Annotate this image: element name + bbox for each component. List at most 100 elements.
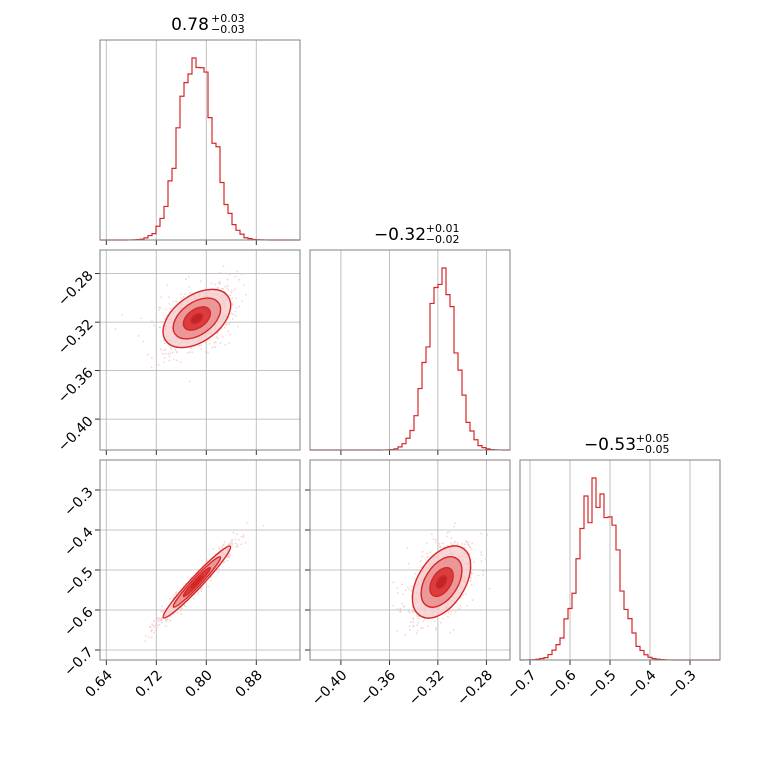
scatter-point bbox=[172, 358, 175, 361]
scatter-point bbox=[234, 542, 237, 545]
scatter-point bbox=[169, 352, 172, 355]
scatter-point bbox=[226, 278, 229, 281]
scatter-point bbox=[262, 524, 265, 527]
scatter-point bbox=[174, 348, 177, 351]
y-tick-label: −0.6 bbox=[61, 604, 96, 639]
scatter-point bbox=[221, 546, 224, 549]
scatter-point bbox=[230, 312, 233, 315]
scatter-point bbox=[188, 351, 191, 354]
scatter-point bbox=[244, 541, 247, 544]
scatter-point bbox=[431, 533, 433, 536]
scatter-point bbox=[169, 346, 172, 349]
scatter-point bbox=[207, 585, 210, 588]
x-tick-label: −0.36 bbox=[357, 667, 399, 709]
scatter-point bbox=[467, 541, 470, 544]
scatter-point bbox=[432, 538, 435, 541]
scatter-point bbox=[228, 294, 231, 297]
x-tick-label: 0.88 bbox=[233, 667, 266, 700]
scatter-point bbox=[228, 543, 231, 546]
scatter-point bbox=[162, 361, 165, 364]
scatter-point bbox=[466, 543, 469, 546]
scatter-point bbox=[163, 356, 166, 359]
scatter-point bbox=[189, 292, 192, 294]
scatter-point bbox=[152, 624, 154, 627]
scatter-point bbox=[150, 366, 153, 369]
scatter-point bbox=[155, 625, 157, 627]
scatter-point bbox=[469, 579, 472, 582]
scatter-point bbox=[155, 339, 157, 341]
scatter-point bbox=[228, 342, 231, 344]
histogram-step-line bbox=[310, 267, 511, 451]
scatter-point bbox=[231, 544, 234, 547]
density-contour bbox=[190, 575, 204, 590]
scatter-point bbox=[216, 337, 219, 340]
scatter-point bbox=[227, 289, 230, 292]
scatter-point bbox=[480, 532, 483, 535]
scatter-point bbox=[163, 349, 165, 352]
scatter-point bbox=[153, 620, 155, 622]
scatter-point bbox=[439, 621, 442, 624]
scatter-point bbox=[238, 305, 241, 308]
scatter-point bbox=[175, 359, 178, 362]
scatter-point bbox=[142, 340, 145, 343]
scatter-point bbox=[222, 288, 224, 290]
scatter-point bbox=[484, 557, 487, 560]
scatter-point bbox=[158, 309, 161, 311]
scatter-point bbox=[441, 542, 444, 545]
scatter-point bbox=[229, 541, 232, 543]
scatter-point bbox=[238, 278, 241, 281]
scatter-point bbox=[228, 556, 231, 558]
scatter-point bbox=[402, 593, 404, 595]
marginal-title-minus: −0.02 bbox=[426, 233, 460, 246]
scatter-point bbox=[237, 545, 239, 548]
scatter-point bbox=[236, 325, 239, 328]
scatter-layer bbox=[144, 522, 265, 643]
scatter-point bbox=[213, 341, 216, 344]
scatter-point bbox=[229, 554, 232, 556]
scatter-point bbox=[163, 342, 166, 345]
scatter-point bbox=[459, 604, 462, 607]
scatter-point bbox=[225, 323, 228, 326]
scatter-point bbox=[226, 284, 229, 287]
scatter-point bbox=[446, 615, 449, 618]
scatter-point bbox=[200, 280, 202, 283]
scatter-point bbox=[221, 335, 224, 338]
scatter-point bbox=[470, 548, 473, 551]
y-tick-label: −0.3 bbox=[61, 484, 96, 519]
scatter-point bbox=[175, 300, 177, 303]
scatter-point bbox=[426, 552, 428, 555]
scatter-point bbox=[463, 546, 466, 549]
scatter-point bbox=[222, 265, 225, 268]
scatter-point bbox=[417, 615, 420, 618]
marginal-title-plus: +0.01 bbox=[426, 222, 460, 235]
scatter-point bbox=[197, 591, 200, 593]
histogram-step-line bbox=[100, 57, 300, 241]
scatter-point bbox=[200, 590, 203, 592]
scatter-point bbox=[454, 540, 457, 543]
scatter-point bbox=[243, 528, 246, 531]
scatter-point bbox=[404, 634, 407, 636]
panel-frame bbox=[99, 39, 301, 241]
scatter-point bbox=[164, 625, 167, 627]
y-tick-label: −0.5 bbox=[61, 564, 96, 599]
scatter-point bbox=[406, 547, 409, 549]
scatter-point bbox=[446, 544, 449, 547]
scatter-point bbox=[396, 591, 399, 594]
scatter-point bbox=[168, 597, 171, 600]
scatter-point bbox=[240, 529, 243, 532]
scatter-point bbox=[163, 339, 165, 342]
scatter-point bbox=[140, 317, 142, 320]
scatter-point bbox=[224, 344, 227, 346]
scatter-point bbox=[451, 543, 454, 546]
scatter-point bbox=[236, 270, 239, 273]
scatter-point bbox=[188, 286, 191, 288]
marginal-panel-2: −0.7 −0.6 −0.5 −0.4 −0.3 −0.53 +0.05−0.05 bbox=[504, 432, 721, 703]
scatter-point bbox=[157, 618, 160, 621]
scatter-point bbox=[167, 296, 170, 299]
scatter-point bbox=[223, 541, 226, 543]
scatter-point bbox=[241, 273, 244, 276]
scatter-point bbox=[488, 587, 491, 590]
scatter-point bbox=[197, 593, 200, 595]
scatter-point bbox=[200, 348, 203, 351]
